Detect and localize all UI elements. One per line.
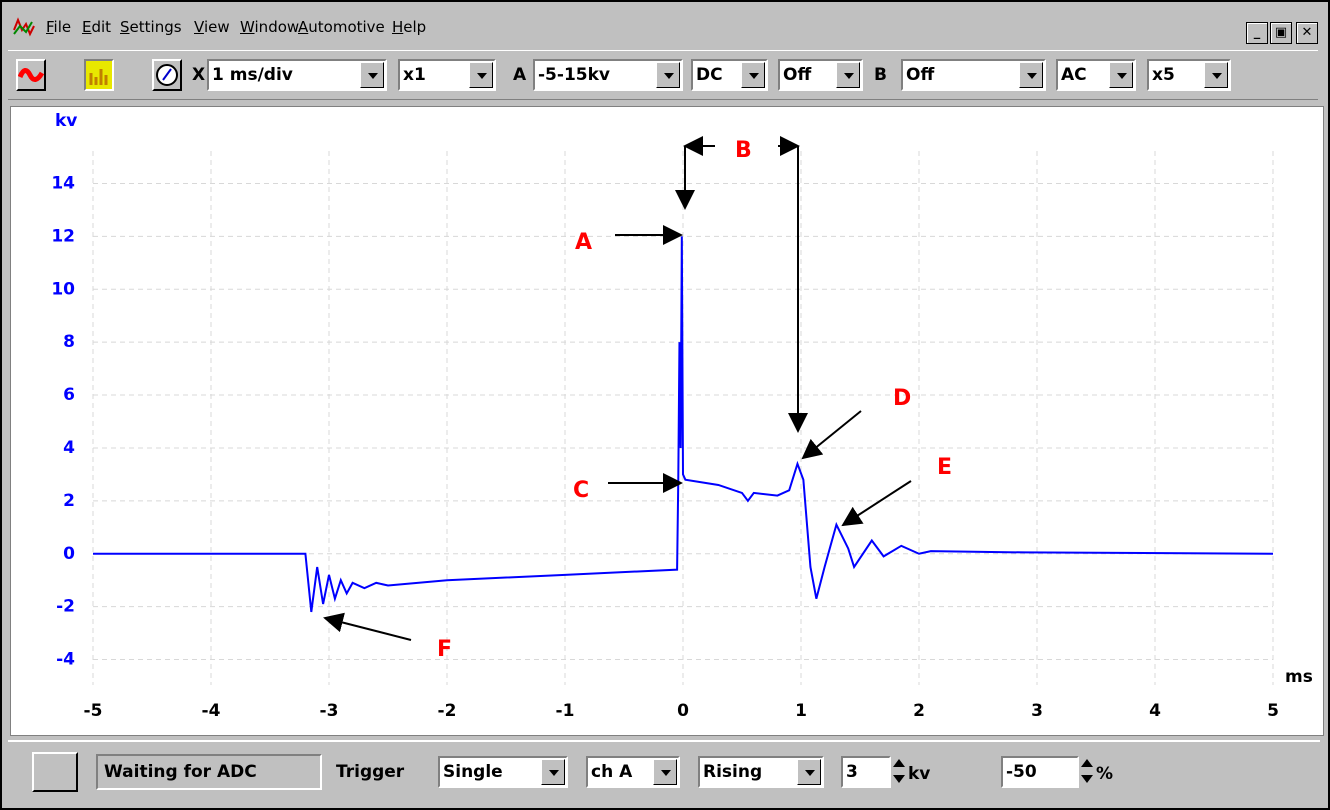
b-range-combo-text: Off — [906, 65, 935, 85]
trigger-mode-combo[interactable]: Single — [438, 756, 568, 788]
x-tick-label: -4 — [202, 701, 221, 721]
annotation-arrow — [841, 480, 912, 527]
x-tick-label: 5 — [1267, 701, 1279, 721]
timebase-combo-text: 1 ms/div — [212, 65, 293, 85]
y-tick-label: 6 — [63, 385, 75, 405]
dropdown-button[interactable] — [656, 62, 680, 88]
menu-bar: _ ▣ ✕ File Edit Settings View Window Automoti… — [2, 10, 1328, 44]
x-tick-label: -1 — [556, 701, 575, 721]
b-range-combo[interactable]: Off — [901, 59, 1046, 91]
threshold-unit: kv — [908, 764, 931, 784]
dropdown-button[interactable] — [741, 62, 765, 88]
x-tick-label: 0 — [677, 701, 689, 721]
dropdown-button[interactable] — [797, 759, 821, 785]
zoom-combo-text: x1 — [403, 65, 426, 85]
y-tick-label: 12 — [51, 226, 75, 246]
menu-item[interactable]: Automotive — [298, 18, 385, 36]
y-tick-label: 0 — [63, 544, 75, 564]
pretrigger-spinner[interactable] — [1080, 756, 1094, 788]
menu-item[interactable]: Settings — [120, 18, 182, 36]
y-tick-label: -2 — [56, 597, 75, 617]
a-range-combo-text: -5-15kv — [538, 65, 610, 85]
a-coupling-combo-text: DC — [696, 65, 723, 85]
dropdown-button[interactable] — [1204, 62, 1228, 88]
trigger-label: Trigger — [336, 762, 405, 782]
scope-button[interactable] — [16, 59, 46, 91]
y-tick-label: 4 — [63, 438, 75, 458]
b-label: B — [874, 65, 887, 85]
menu-item[interactable]: View — [194, 18, 230, 36]
trigger-edge-combo-text: Rising — [703, 762, 763, 782]
y-tick-label: 10 — [51, 279, 75, 299]
a-mode-combo-text: Off — [783, 65, 812, 85]
meter-button[interactable] — [152, 59, 182, 91]
menu-item[interactable]: Edit — [82, 18, 112, 36]
chart-panel: -4 -2 0 2 4 6 8 10 12 14 -5 -4 -3 -2 -1 0 1 2 3 4 5 kv ms A B C D E… — [10, 106, 1324, 736]
x-tick-label: 4 — [1149, 701, 1161, 721]
y-axis-label: kv — [55, 111, 77, 131]
x-tick-label: -2 — [438, 701, 457, 721]
x-tick-label: -3 — [320, 701, 339, 721]
b-zoom-combo[interactable]: x5 — [1147, 59, 1231, 91]
annotation-label: F — [437, 637, 452, 662]
trigger-channel-combo-text: ch A — [591, 762, 633, 782]
menu-item[interactable]: Window — [240, 18, 300, 36]
y-tick-label: 8 — [63, 332, 75, 352]
b-zoom-combo-text: x5 — [1152, 65, 1175, 85]
spectrum-button[interactable] — [84, 59, 114, 91]
annotation-arrow — [323, 612, 412, 641]
annotation-label: C — [573, 478, 589, 503]
x-tick-label: 1 — [795, 701, 807, 721]
x-label: X — [192, 65, 206, 85]
start-button[interactable] — [32, 752, 78, 792]
annotation-label: A — [575, 230, 592, 255]
trace — [93, 236, 1274, 613]
dropdown-button[interactable] — [1109, 62, 1133, 88]
pretrigger-unit: % — [1096, 764, 1114, 784]
b-coupling-combo[interactable]: AC — [1056, 59, 1136, 91]
pretrigger-input[interactable]: -50 — [1001, 756, 1079, 788]
y-tick-label: 14 — [51, 173, 75, 193]
trigger-edge-combo[interactable]: Rising — [698, 756, 824, 788]
annotation-label: B — [735, 138, 752, 163]
close-button[interactable]: ✕ — [1296, 22, 1318, 44]
app-icon — [13, 17, 35, 37]
status-message: Waiting for ADC — [96, 754, 322, 790]
threshold-input[interactable]: 3 — [841, 756, 891, 788]
x-axis-label: ms — [1285, 667, 1313, 687]
threshold-spinner[interactable] — [892, 756, 906, 788]
status-bar: Waiting for ADC Trigger Single ch A Rising 3 k… — [8, 740, 1320, 804]
a-range-combo[interactable]: -5-15kv — [533, 59, 683, 91]
a-label: A — [513, 65, 527, 85]
dropdown-button[interactable] — [1019, 62, 1043, 88]
zoom-combo[interactable]: x1 — [398, 59, 496, 91]
restore-button[interactable]: ▣ — [1270, 22, 1292, 44]
a-coupling-combo[interactable]: DC — [691, 59, 768, 91]
dropdown-button[interactable] — [469, 62, 493, 88]
trigger-mode-combo-text: Single — [443, 762, 503, 782]
x-tick-label: 2 — [913, 701, 925, 721]
dropdown-button[interactable] — [836, 62, 860, 88]
y-tick-label: -4 — [56, 650, 75, 670]
toolbar: X 1 ms/div x1 A -5-15kv DC Off B Off AC x5 — [8, 50, 1318, 100]
menu-item[interactable]: File — [46, 18, 72, 36]
y-tick-label: 2 — [63, 491, 75, 511]
annotation-arrow — [801, 410, 862, 460]
dropdown-button[interactable] — [653, 759, 677, 785]
x-tick-label: -5 — [84, 701, 103, 721]
annotation-label: E — [937, 455, 952, 480]
b-coupling-combo-text: AC — [1061, 65, 1087, 85]
menu-item[interactable]: Help — [392, 18, 427, 36]
dropdown-button[interactable] — [541, 759, 565, 785]
minimize-button[interactable]: _ — [1246, 22, 1268, 44]
dropdown-button[interactable] — [360, 62, 384, 88]
trigger-channel-combo[interactable]: ch A — [586, 756, 680, 788]
x-tick-label: 3 — [1031, 701, 1043, 721]
timebase-combo[interactable]: 1 ms/div — [207, 59, 387, 91]
annotation-label: D — [893, 386, 911, 411]
a-mode-combo[interactable]: Off — [778, 59, 863, 91]
